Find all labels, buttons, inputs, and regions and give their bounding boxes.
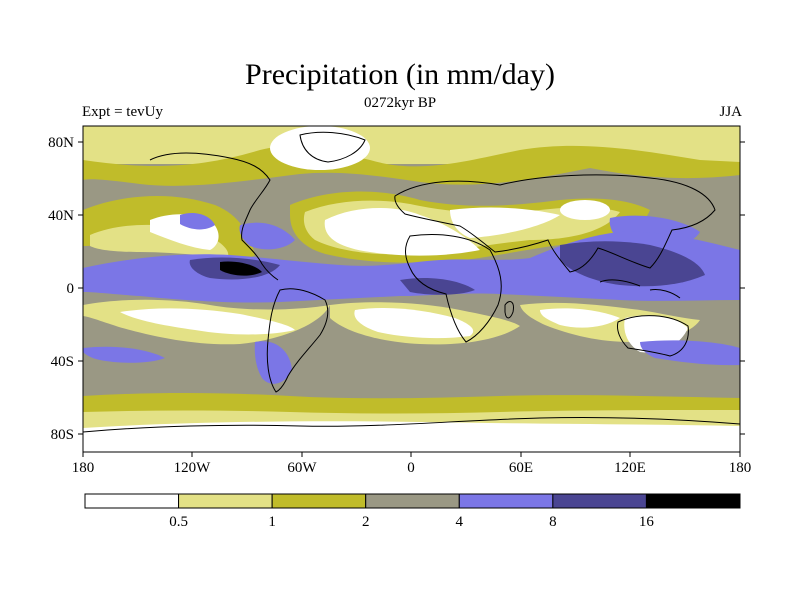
coast-madagascar: [504, 301, 514, 319]
lon-tick-180w: 180: [72, 460, 95, 476]
lon-tick-0: 0: [407, 460, 415, 476]
field-pacific-wet-north: [180, 213, 215, 230]
colorbar: 0.5 1 2 4 8 16: [84, 493, 741, 530]
lat-tick-marks: [78, 141, 745, 435]
coast-north-america: [149, 152, 279, 281]
field-spacific-storm: [83, 346, 165, 363]
field-antarctic-dry: [83, 421, 740, 452]
lon-tick-120w: 120W: [174, 460, 212, 476]
coastlines: [83, 131, 740, 433]
lon-tick-marks: [82, 452, 741, 457]
precipitation-fields: [83, 126, 740, 452]
lon-tick-60w: 60W: [287, 460, 317, 476]
coast-australia: [617, 315, 689, 357]
lat-tick-labels: 80N 40N 0 40S 80S: [48, 135, 74, 443]
colorbar-label-4: 8: [549, 514, 557, 530]
colorbar-swatch-5: [552, 493, 647, 509]
lat-tick-40s: 40S: [51, 354, 74, 370]
field-spacific-dry: [120, 308, 295, 335]
coast-south-america: [266, 288, 329, 393]
colorbar-swatch-6: [645, 493, 741, 509]
field-arctic-olive: [83, 145, 740, 186]
colorbar-label-0: 0.5: [169, 514, 188, 530]
field-africa-very-wet: [400, 278, 475, 295]
field-sindian-dry: [540, 308, 620, 328]
colorbar-swatch-4: [458, 493, 554, 509]
field-greenland-dry: [270, 126, 370, 170]
lat-tick-0: 0: [67, 281, 75, 297]
field-tasman-wet: [640, 340, 740, 366]
season-label: JJA: [719, 104, 742, 120]
colorbar-swatch-0: [84, 493, 180, 509]
colorbar-swatch-1: [178, 493, 273, 509]
colorbar-label-3: 4: [456, 514, 464, 530]
field-epacific-extreme: [220, 261, 262, 276]
lon-tick-labels: 180 120W 60W 0 60E 120E 180: [72, 460, 752, 476]
field-tibet-dry: [560, 200, 610, 220]
map-subtitle: 0272kyr BP: [363, 95, 437, 111]
colorbar-label-1: 1: [268, 514, 276, 530]
experiment-label: Expt = tevUy: [82, 104, 163, 120]
colorbar-swatch-3: [365, 493, 460, 509]
field-antarctic-olive: [83, 393, 740, 414]
coast-eurasia: [394, 174, 716, 273]
lon-tick-120e: 120E: [614, 460, 646, 476]
field-chile-wet: [254, 341, 292, 384]
lon-tick-60e: 60E: [509, 460, 533, 476]
coast-africa: [405, 234, 502, 343]
lon-tick-180e: 180: [729, 460, 752, 476]
lat-tick-40n: 40N: [48, 208, 74, 224]
lat-tick-80s: 80S: [51, 427, 74, 443]
coast-indonesia: [599, 279, 681, 299]
colorbar-label-2: 2: [362, 514, 370, 530]
coast-greenland: [299, 131, 366, 163]
field-natlantic-dry: [324, 208, 480, 256]
field-sahara-dry: [450, 207, 560, 238]
field-wpacific-very-wet: [560, 241, 705, 287]
field-gulf-wet: [239, 222, 295, 250]
colorbar-swatch-2: [271, 493, 367, 509]
field-satlantic-dry: [354, 307, 474, 339]
lat-tick-80n: 80N: [48, 135, 74, 151]
map-title: Precipitation (in mm/day): [245, 58, 555, 91]
colorbar-label-5: 16: [639, 514, 655, 530]
coast-antarctica: [83, 416, 740, 433]
